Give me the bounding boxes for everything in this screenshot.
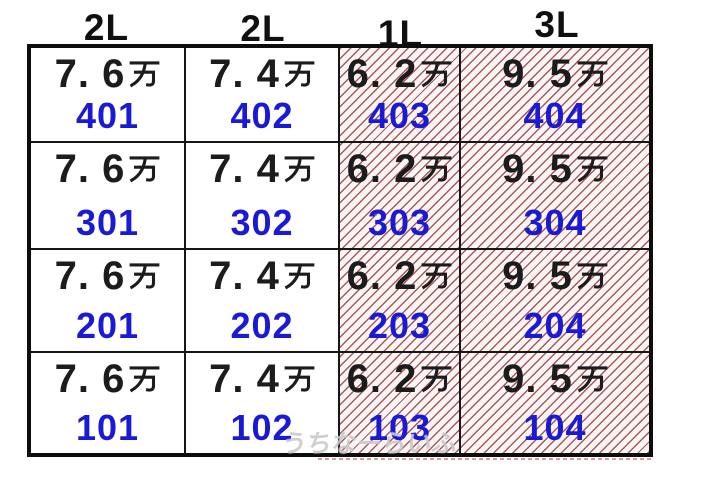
unit-price: 7. 4 bbox=[209, 256, 315, 296]
man-kanji-icon bbox=[421, 259, 452, 290]
man-kanji-icon bbox=[577, 57, 608, 88]
unit-room-number: 201 bbox=[75, 305, 140, 346]
unit-room-number: 403 bbox=[367, 95, 432, 136]
hatch-overlay bbox=[340, 48, 649, 453]
unit-cell-202: 7. 4 202 bbox=[186, 250, 340, 353]
man-kanji-icon bbox=[129, 57, 160, 88]
column-header-2: 2L bbox=[240, 8, 286, 49]
unit-price: 9. 5 bbox=[502, 149, 608, 189]
unit-price: 7. 6 bbox=[55, 256, 161, 296]
unit-price-value: 7. 6 bbox=[54, 254, 126, 298]
unit-price-value: 9. 5 bbox=[502, 52, 573, 96]
price-table: 7. 6 401 7. 4 402 6. 2 403 9. 5 404 7. 6… bbox=[27, 44, 653, 457]
unit-price-value: 7. 4 bbox=[209, 357, 280, 401]
unit-price: 9. 5 bbox=[502, 359, 608, 399]
unit-cell-102: 7. 4 102 bbox=[186, 353, 340, 453]
unit-price-value: 6. 2 bbox=[346, 254, 418, 298]
man-kanji-icon bbox=[577, 152, 608, 183]
man-kanji-icon bbox=[284, 362, 315, 393]
man-kanji-icon bbox=[284, 259, 315, 290]
unit-cell-204: 9. 5 204 bbox=[461, 250, 649, 353]
unit-cell-301: 7. 6 301 bbox=[31, 143, 186, 250]
unit-cell-401: 7. 6 401 bbox=[31, 48, 186, 143]
man-kanji-icon bbox=[129, 152, 160, 183]
unit-cell-103: 6. 2 103 bbox=[340, 353, 461, 453]
unit-room-number: 101 bbox=[75, 407, 140, 448]
unit-price-value: 7. 6 bbox=[54, 52, 126, 96]
unit-price-value: 7. 6 bbox=[54, 357, 126, 401]
unit-cell-201: 7. 6 201 bbox=[31, 250, 186, 353]
column-header-1: 2L bbox=[83, 7, 130, 48]
man-kanji-icon bbox=[284, 57, 315, 88]
unit-room-number: 204 bbox=[523, 305, 587, 346]
unit-price-value: 7. 6 bbox=[54, 147, 126, 191]
unit-price-value: 6. 2 bbox=[346, 147, 418, 191]
man-kanji-icon bbox=[421, 152, 452, 183]
unit-cell-404: 9. 5 404 bbox=[461, 48, 649, 143]
unit-price: 7. 4 bbox=[209, 149, 315, 189]
table-bottom-accent-line bbox=[318, 458, 652, 460]
man-kanji-icon bbox=[421, 362, 452, 393]
unit-room-number: 202 bbox=[230, 305, 294, 346]
watermark-text: うちなーらいふ bbox=[279, 430, 459, 458]
unit-price: 9. 5 bbox=[502, 256, 608, 296]
unit-price: 7. 6 bbox=[55, 359, 161, 399]
man-kanji-icon bbox=[577, 259, 608, 290]
unit-price-value: 7. 4 bbox=[209, 147, 280, 191]
unit-room-number: 401 bbox=[75, 95, 140, 136]
man-kanji-icon bbox=[421, 57, 452, 88]
unit-cell-304: 9. 5 304 bbox=[461, 143, 649, 250]
unit-price: 7. 6 bbox=[55, 149, 161, 189]
unit-cell-302: 7. 4 302 bbox=[186, 143, 340, 250]
unit-room-number: 203 bbox=[367, 305, 432, 346]
man-kanji-icon bbox=[284, 152, 315, 183]
unit-room-number: 303 bbox=[367, 202, 432, 243]
unit-room-number: 404 bbox=[523, 95, 587, 136]
unit-cell-402: 7. 4 402 bbox=[186, 48, 340, 143]
unit-price: 6. 2 bbox=[347, 54, 453, 94]
unit-room-number: 302 bbox=[230, 202, 294, 243]
unit-price: 7. 4 bbox=[209, 54, 315, 94]
unit-price: 7. 4 bbox=[209, 359, 315, 399]
unit-room-number: 402 bbox=[230, 95, 294, 136]
unit-price-value: 6. 2 bbox=[346, 357, 418, 401]
unit-room-number: 304 bbox=[523, 202, 587, 243]
unit-room-number: 104 bbox=[523, 407, 587, 448]
price-grid: 7. 6 401 7. 4 402 6. 2 403 9. 5 404 7. 6… bbox=[31, 48, 649, 453]
column-header-4: 3L bbox=[534, 4, 580, 45]
unit-price-value: 9. 5 bbox=[502, 147, 573, 191]
man-kanji-icon bbox=[577, 362, 608, 393]
unit-price: 7. 6 bbox=[55, 54, 161, 94]
unit-price: 6. 2 bbox=[347, 359, 453, 399]
unit-price: 9. 5 bbox=[502, 54, 608, 94]
unit-price-value: 9. 5 bbox=[502, 357, 573, 401]
man-kanji-icon bbox=[129, 362, 160, 393]
unit-room-number: 103 bbox=[367, 407, 432, 448]
unit-price: 6. 2 bbox=[347, 256, 453, 296]
unit-price-value: 9. 5 bbox=[502, 254, 573, 298]
unit-cell-203: 6. 2 203 bbox=[340, 250, 461, 353]
unit-price-value: 6. 2 bbox=[346, 52, 418, 96]
unit-price-value: 7. 4 bbox=[209, 254, 280, 298]
unit-cell-403: 6. 2 403 bbox=[340, 48, 461, 143]
unit-cell-101: 7. 6 101 bbox=[31, 353, 186, 453]
unit-price-value: 7. 4 bbox=[209, 52, 280, 96]
unit-cell-104: 9. 5 104 bbox=[461, 353, 649, 453]
unit-room-number: 102 bbox=[230, 407, 294, 448]
unit-room-number: 301 bbox=[75, 202, 140, 243]
man-kanji-icon bbox=[129, 259, 160, 290]
unit-price: 6. 2 bbox=[347, 149, 453, 189]
unit-cell-303: 6. 2 303 bbox=[340, 143, 461, 250]
